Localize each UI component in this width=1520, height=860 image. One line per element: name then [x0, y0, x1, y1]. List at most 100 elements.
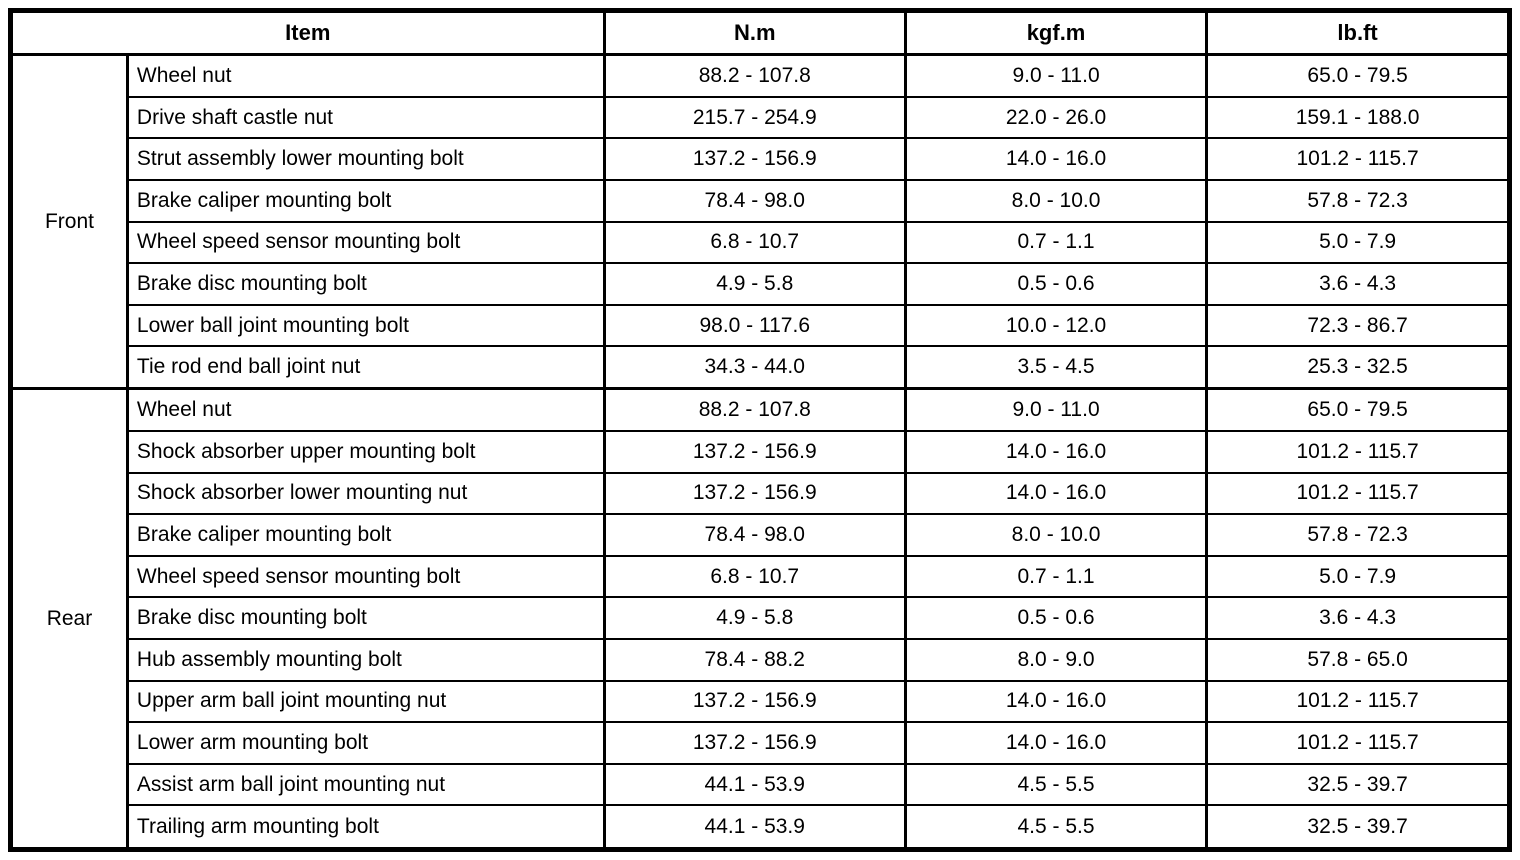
- header-nm: N.m: [602, 9, 907, 56]
- kgfm-value: 4.5 - 5.5: [903, 804, 1209, 851]
- kgfm-value: 3.5 - 4.5: [903, 345, 1209, 390]
- item-label: Shock absorber lower mounting nut: [125, 471, 606, 516]
- lbft-value: 25.3 - 32.5: [1205, 345, 1511, 390]
- nm-value: 6.8 - 10.7: [602, 554, 907, 599]
- header-lbft: lb.ft: [1205, 9, 1511, 56]
- lbft-value: 101.2 - 115.7: [1205, 471, 1511, 516]
- kgfm-value: 8.0 - 10.0: [903, 513, 1209, 557]
- kgfm-value: 14.0 - 16.0: [903, 679, 1209, 724]
- lbft-value: 101.2 - 115.7: [1205, 430, 1511, 474]
- header-kgfm: kgf.m: [903, 9, 1209, 56]
- kgfm-value: 8.0 - 10.0: [903, 179, 1209, 223]
- lbft-value: 101.2 - 115.7: [1205, 679, 1511, 724]
- lbft-value: 3.6 - 4.3: [1205, 596, 1511, 640]
- kgfm-value: 10.0 - 12.0: [903, 303, 1209, 348]
- nm-value: 78.4 - 98.0: [602, 513, 907, 557]
- nm-value: 4.9 - 5.8: [602, 262, 907, 306]
- lbft-value: 57.8 - 65.0: [1205, 637, 1511, 682]
- nm-value: 6.8 - 10.7: [602, 220, 907, 265]
- table-row: Shock absorber upper mounting bolt 137.2…: [11, 430, 1511, 474]
- lbft-value: 5.0 - 7.9: [1205, 554, 1511, 599]
- nm-value: 78.4 - 88.2: [602, 637, 907, 682]
- header-row: Item N.m kgf.m lb.ft: [9, 9, 1511, 56]
- kgfm-value: 0.5 - 0.6: [903, 262, 1209, 306]
- lbft-value: 32.5 - 39.7: [1205, 804, 1511, 851]
- item-label: Brake disc mounting bolt: [125, 596, 606, 640]
- kgfm-value: 9.0 - 11.0: [903, 387, 1209, 433]
- table-row: Trailing arm mounting bolt 44.1 - 53.9 4…: [11, 804, 1511, 851]
- nm-value: 88.2 - 107.8: [602, 52, 907, 98]
- item-label: Lower ball joint mounting bolt: [125, 303, 606, 348]
- kgfm-value: 14.0 - 16.0: [903, 137, 1209, 182]
- kgfm-value: 0.5 - 0.6: [903, 596, 1209, 640]
- kgfm-value: 0.7 - 1.1: [903, 554, 1209, 599]
- table-row: Upper arm ball joint mounting nut 137.2 …: [11, 679, 1511, 724]
- table-row: Front Wheel nut 88.2 - 107.8 9.0 - 11.0 …: [9, 52, 1511, 390]
- table-row: Wheel speed sensor mounting bolt 6.8 - 1…: [11, 554, 1511, 599]
- kgfm-value: 14.0 - 16.0: [903, 430, 1209, 474]
- table-row: Assist arm ball joint mounting nut 44.1 …: [11, 762, 1511, 807]
- nm-value: 4.9 - 5.8: [602, 596, 907, 640]
- kgfm-value: 14.0 - 16.0: [903, 721, 1209, 765]
- item-label: Wheel nut: [125, 387, 606, 433]
- nm-value: 34.3 - 44.0: [602, 345, 907, 390]
- lbft-value: 101.2 - 115.7: [1205, 137, 1511, 182]
- nm-value: 44.1 - 53.9: [602, 804, 907, 851]
- kgfm-value: 9.0 - 11.0: [903, 52, 1209, 98]
- item-label: Wheel nut: [125, 52, 606, 98]
- group-label-rear: Rear: [9, 387, 129, 851]
- item-label: Brake disc mounting bolt: [125, 262, 606, 306]
- lbft-value: 32.5 - 39.7: [1205, 762, 1511, 807]
- nm-value: 98.0 - 117.6: [602, 303, 907, 348]
- kgfm-value: 14.0 - 16.0: [903, 471, 1209, 516]
- lbft-value: 159.1 - 188.0: [1205, 95, 1511, 140]
- nm-value: 137.2 - 156.9: [602, 679, 907, 724]
- table-row: Tie rod end ball joint nut 34.3 - 44.0 3…: [11, 345, 1511, 390]
- item-label: Brake caliper mounting bolt: [125, 179, 606, 223]
- kgfm-value: 22.0 - 26.0: [903, 95, 1209, 140]
- torque-spec-table: Item N.m kgf.m lb.ft Front Wheel nut 88.…: [8, 8, 1512, 852]
- item-label: Trailing arm mounting bolt: [125, 804, 606, 851]
- nm-value: 137.2 - 156.9: [602, 430, 907, 474]
- item-label: Hub assembly mounting bolt: [125, 637, 606, 682]
- kgfm-value: 0.7 - 1.1: [903, 220, 1209, 265]
- lbft-value: 5.0 - 7.9: [1205, 220, 1511, 265]
- nm-value: 137.2 - 156.9: [602, 471, 907, 516]
- table-row: Brake disc mounting bolt 4.9 - 5.8 0.5 -…: [11, 596, 1511, 640]
- item-label: Brake caliper mounting bolt: [125, 513, 606, 557]
- nm-value: 137.2 - 156.9: [602, 721, 907, 765]
- table-row: Drive shaft castle nut 215.7 - 254.9 22.…: [11, 95, 1511, 140]
- lbft-value: 65.0 - 79.5: [1205, 52, 1511, 98]
- nm-value: 137.2 - 156.9: [602, 137, 907, 182]
- table-row: Lower arm mounting bolt 137.2 - 156.9 14…: [11, 721, 1511, 765]
- lbft-value: 57.8 - 72.3: [1205, 179, 1511, 223]
- item-label: Drive shaft castle nut: [125, 95, 606, 140]
- table-row: Hub assembly mounting bolt 78.4 - 88.2 8…: [11, 637, 1511, 682]
- header-item: Item: [9, 9, 606, 56]
- table-row: Brake disc mounting bolt 4.9 - 5.8 0.5 -…: [11, 262, 1511, 306]
- group-label-front: Front: [9, 52, 129, 390]
- table-row: Wheel speed sensor mounting bolt 6.8 - 1…: [11, 220, 1511, 265]
- lbft-value: 3.6 - 4.3: [1205, 262, 1511, 306]
- table-row: Strut assembly lower mounting bolt 137.2…: [11, 137, 1511, 182]
- lbft-value: 57.8 - 72.3: [1205, 513, 1511, 557]
- nm-value: 215.7 - 254.9: [602, 95, 907, 140]
- lbft-value: 72.3 - 86.7: [1205, 303, 1511, 348]
- table-body: Front Wheel nut 88.2 - 107.8 9.0 - 11.0 …: [9, 52, 1511, 851]
- item-label: Shock absorber upper mounting bolt: [125, 430, 606, 474]
- table-row: Lower ball joint mounting bolt 98.0 - 11…: [11, 303, 1511, 348]
- kgfm-value: 8.0 - 9.0: [903, 637, 1209, 682]
- item-label: Wheel speed sensor mounting bolt: [125, 220, 606, 265]
- nm-value: 78.4 - 98.0: [602, 179, 907, 223]
- kgfm-value: 4.5 - 5.5: [903, 762, 1209, 807]
- item-label: Assist arm ball joint mounting nut: [125, 762, 606, 807]
- nm-value: 88.2 - 107.8: [602, 387, 907, 433]
- table-row: Shock absorber lower mounting nut 137.2 …: [11, 471, 1511, 516]
- table-row: Brake caliper mounting bolt 78.4 - 98.0 …: [11, 513, 1511, 557]
- lbft-value: 101.2 - 115.7: [1205, 721, 1511, 765]
- table-row: Rear Wheel nut 88.2 - 107.8 9.0 - 11.0 6…: [9, 387, 1511, 851]
- item-label: Strut assembly lower mounting bolt: [125, 137, 606, 182]
- lbft-value: 65.0 - 79.5: [1205, 387, 1511, 433]
- item-label: Wheel speed sensor mounting bolt: [125, 554, 606, 599]
